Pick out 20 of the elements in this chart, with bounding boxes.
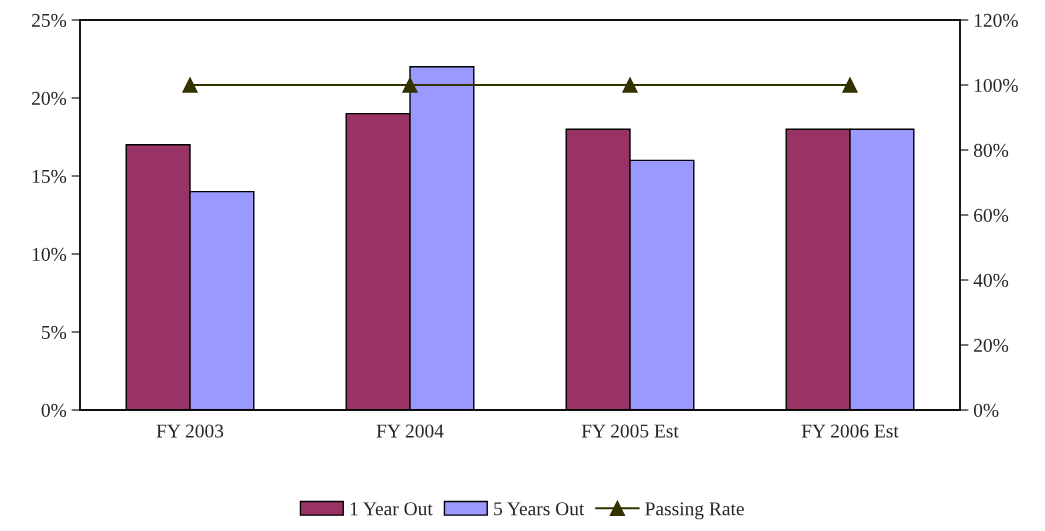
y2-tick-label: 60%	[974, 208, 1009, 222]
y2-tick-label: 20%	[974, 338, 1009, 352]
legend-label: 5 Years Out	[494, 502, 585, 516]
y2-tick-label: 80%	[973, 143, 1009, 157]
y2-tick-label: 40%	[973, 273, 1009, 287]
x-tick-label: FY 2004	[376, 424, 444, 438]
legend-label: Passing Rate	[645, 502, 744, 520]
x-tick-label: FY 2005 Est	[581, 424, 679, 438]
y-tick-label: 10%	[32, 247, 67, 261]
x-tick-label: FY 2003	[156, 424, 224, 438]
y-tick-label: 0%	[41, 403, 67, 417]
y-tick-label: 25%	[32, 13, 67, 27]
y-tick-label: 5%	[42, 325, 67, 339]
y2-tick-label: 100%	[974, 78, 1018, 92]
y2-tick-label: 0%	[973, 403, 999, 417]
y-tick-label: 20%	[32, 91, 67, 105]
y-tick-label: 15%	[32, 169, 67, 183]
legend-label: 1 Year Out	[350, 502, 433, 516]
x-tick-label: FY 2006 Est	[801, 424, 899, 438]
y2-tick-label: 120%	[974, 13, 1018, 27]
